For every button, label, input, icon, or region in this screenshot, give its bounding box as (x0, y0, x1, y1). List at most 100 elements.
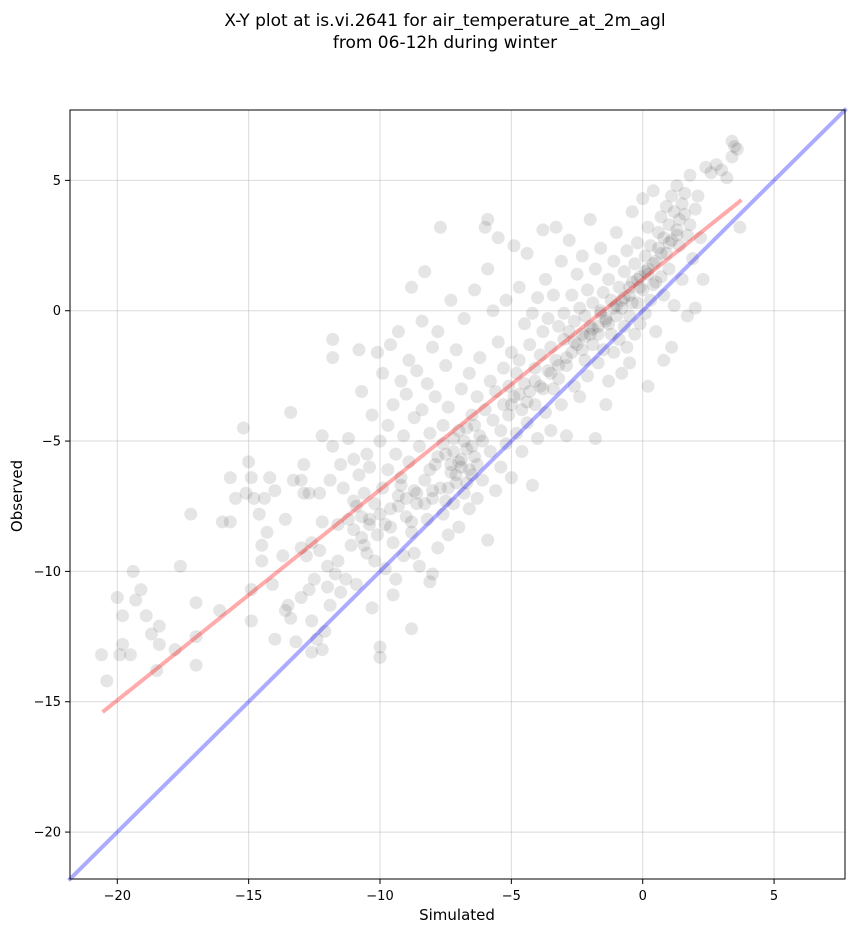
data-point (462, 502, 476, 516)
data-point (152, 637, 166, 651)
data-point (641, 262, 655, 276)
data-point (476, 473, 489, 487)
data-point (423, 463, 437, 477)
data-point (486, 413, 500, 427)
data-point (575, 343, 589, 357)
data-point (615, 366, 629, 380)
data-point (602, 272, 616, 286)
data-point (412, 559, 426, 573)
data-point (602, 317, 616, 331)
data-point (628, 257, 642, 271)
data-point (599, 398, 613, 412)
data-point (242, 455, 256, 469)
data-point (665, 233, 679, 247)
data-point (470, 491, 484, 505)
data-point (649, 254, 663, 268)
data-point (405, 515, 418, 529)
data-point (355, 385, 369, 398)
data-point (452, 520, 466, 534)
data-point (394, 471, 408, 485)
data-point (110, 591, 124, 604)
data-point (499, 293, 513, 307)
data-point (426, 340, 439, 354)
data-point (638, 265, 652, 279)
data-point (407, 411, 421, 425)
data-point (631, 236, 644, 250)
data-point (321, 559, 334, 573)
data-point (384, 520, 397, 534)
data-point (439, 359, 453, 372)
data-point (355, 510, 369, 524)
data-point (617, 265, 631, 279)
data-point (213, 604, 227, 617)
fit-line (101, 198, 743, 714)
data-point (507, 390, 521, 404)
data-point (420, 512, 434, 526)
data-point (457, 312, 471, 325)
y-axis: −20 −15 −10 −5 0 5 (34, 174, 70, 841)
data-point (607, 345, 621, 359)
data-point (223, 515, 237, 529)
data-point (423, 426, 437, 440)
data-point (347, 494, 361, 508)
data-point (631, 272, 644, 286)
data-point (625, 275, 639, 289)
data-point (415, 403, 429, 417)
data-point (638, 306, 652, 320)
data-point (583, 213, 597, 226)
data-point (560, 359, 573, 372)
data-point (449, 468, 463, 482)
data-point (696, 272, 710, 286)
data-point (623, 356, 637, 370)
data-point (381, 418, 395, 432)
data-point (520, 246, 534, 260)
data-point (607, 254, 621, 268)
data-point (591, 356, 605, 370)
data-point (657, 231, 671, 245)
data-point (678, 207, 692, 221)
data-point (554, 254, 568, 268)
data-point (344, 538, 358, 552)
data-point (531, 432, 545, 445)
data-point (489, 484, 503, 498)
data-point (510, 426, 524, 440)
data-point (604, 327, 618, 341)
data-point (305, 645, 319, 659)
data-point (680, 228, 694, 242)
data-point (276, 549, 290, 563)
data-point (384, 338, 397, 352)
data-point (633, 270, 647, 284)
data-point (483, 445, 497, 458)
data-point (294, 591, 308, 604)
data-point (302, 583, 316, 597)
data-point (405, 622, 418, 636)
data-point (268, 632, 282, 646)
data-point (260, 525, 274, 539)
data-point (631, 296, 644, 310)
data-point (394, 478, 408, 492)
data-point (673, 213, 686, 226)
data-point (644, 293, 658, 307)
data-point (476, 434, 489, 448)
data-point (515, 445, 529, 458)
data-point (465, 408, 479, 422)
x-tick-label: 0 (639, 889, 647, 904)
plot-frame (69, 109, 846, 880)
data-point (623, 280, 637, 294)
data-point (405, 280, 418, 294)
data-point (255, 538, 269, 552)
data-point (373, 434, 387, 448)
data-point (265, 577, 279, 591)
data-point (189, 658, 203, 672)
data-point (347, 452, 361, 466)
data-point (462, 366, 476, 380)
data-point (494, 460, 508, 474)
data-point (662, 218, 676, 232)
data-point (323, 598, 337, 612)
data-point (512, 353, 526, 367)
data-point (433, 481, 447, 495)
data-point (486, 304, 500, 318)
data-point (567, 335, 581, 349)
data-point (620, 340, 634, 354)
data-point (454, 460, 468, 474)
